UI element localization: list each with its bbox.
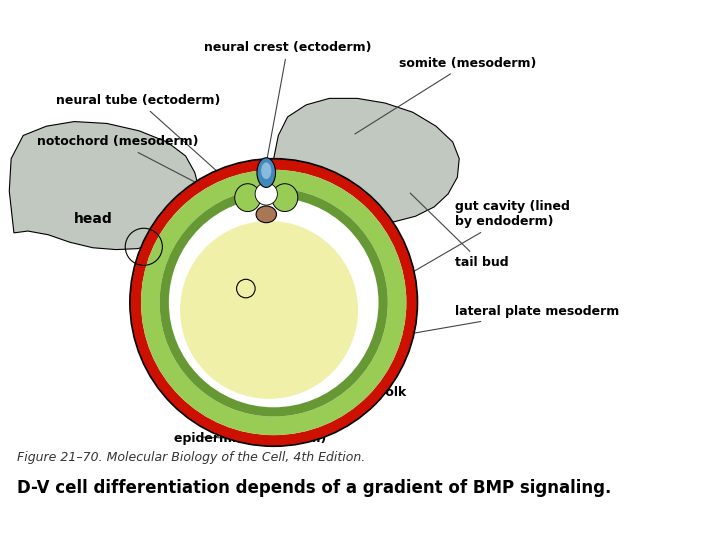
Text: gut cavity (lined
by endoderm): gut cavity (lined by endoderm) xyxy=(410,200,570,273)
Text: D-V cell differentiation depends of a gradient of BMP signaling.: D-V cell differentiation depends of a gr… xyxy=(17,479,611,497)
Circle shape xyxy=(255,183,277,205)
Circle shape xyxy=(141,170,406,435)
Ellipse shape xyxy=(261,163,271,179)
Text: neural tube (ectoderm): neural tube (ectoderm) xyxy=(55,94,248,199)
Text: notochord (mesoderm): notochord (mesoderm) xyxy=(37,136,254,213)
Circle shape xyxy=(179,220,359,400)
Text: neural crest (ectoderm): neural crest (ectoderm) xyxy=(204,41,372,160)
Circle shape xyxy=(160,188,388,416)
Polygon shape xyxy=(274,98,459,224)
Text: tail bud: tail bud xyxy=(410,193,508,269)
Polygon shape xyxy=(9,122,199,249)
Text: somite (mesoderm): somite (mesoderm) xyxy=(355,57,536,134)
Circle shape xyxy=(169,198,379,407)
Text: eye: eye xyxy=(165,247,211,262)
Circle shape xyxy=(160,188,388,416)
Circle shape xyxy=(141,170,406,435)
Circle shape xyxy=(130,159,418,446)
Ellipse shape xyxy=(272,184,298,212)
Text: epidermis (ectoderm): epidermis (ectoderm) xyxy=(174,433,327,446)
Ellipse shape xyxy=(235,184,261,212)
Text: endoderm and yolk: endoderm and yolk xyxy=(271,386,406,416)
Text: head: head xyxy=(73,212,112,226)
Text: lateral plate mesoderm: lateral plate mesoderm xyxy=(406,305,618,334)
Text: Figure 21–70. Molecular Biology of the Cell, 4th Edition.: Figure 21–70. Molecular Biology of the C… xyxy=(17,451,365,464)
Ellipse shape xyxy=(257,158,276,187)
Ellipse shape xyxy=(256,206,276,222)
